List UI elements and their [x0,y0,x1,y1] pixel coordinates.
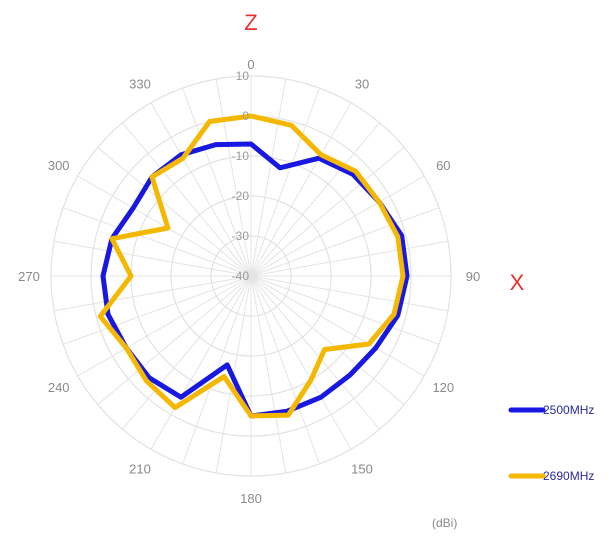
radial-tick-labels: 10 0 -10 -20 -30 -40 [232,69,250,283]
angle-tick-label: 180 [240,491,262,506]
grid-spoke [250,207,440,277]
angle-tick-label: 270 [18,269,40,284]
angle-tick-label: 120 [432,380,454,395]
grid-spoke [122,275,252,430]
angle-tick-label: 90 [466,269,480,284]
radial-tick-label: 0 [242,109,249,123]
grid-spoke [250,275,287,474]
radial-tick-label: 10 [236,69,250,83]
grid-spoke [250,78,287,277]
angle-tick-label: 330 [129,77,151,92]
grid-spoke [62,207,252,277]
axis-name-x: X [510,270,525,295]
grid-spoke [250,275,449,312]
grid-spoke [250,275,405,405]
grid-spoke [77,275,252,377]
series-layer [97,113,410,419]
grid-spoke [62,275,252,345]
grid-spoke [150,102,252,277]
grid-spoke [250,275,425,377]
grid-spoke [122,122,252,277]
grid-spoke [250,175,425,277]
grid-spoke [250,102,352,277]
angle-tick-label: 210 [129,461,151,476]
grid-spoke [97,147,252,277]
legend-label-2690mhz: 2690MHz [543,469,594,483]
legend-label-2500mhz: 2500MHz [543,403,594,417]
grid-spoke [250,275,352,450]
angular-grid [51,76,451,476]
grid-spoke [250,275,440,345]
grid-spoke [250,122,380,277]
radial-tick-label: -40 [232,269,250,283]
radial-tick-label: -30 [232,229,250,243]
grid-spoke [182,87,252,277]
angle-tick-label: 150 [351,461,373,476]
grid-spoke [215,78,252,277]
unit-label: (dBi) [432,516,457,530]
grid-spoke [250,275,380,430]
angle-tick-label: 300 [48,158,70,173]
grid-spoke [97,275,252,405]
grid-spoke [53,275,252,312]
grid-spoke [77,175,252,277]
grid-spoke [250,240,449,277]
angle-tick-label: 240 [48,380,70,395]
series-2690mhz [97,113,406,419]
radial-tick-label: -10 [232,149,250,163]
grid-spoke [150,275,252,450]
angle-tick-labels: 0 30 60 90 120 150 180 210 240 270 300 330 [18,57,480,506]
grid-spoke [250,87,320,277]
grid-spoke [250,147,405,277]
angle-tick-label: 60 [436,158,450,173]
angle-tick-label: 30 [355,77,369,92]
grid-spoke [250,275,320,465]
legend: 2500MHz 2690MHz [508,403,594,483]
axis-name-z: Z [244,10,257,35]
angle-tick-label: 0 [247,57,254,72]
grid-spoke [53,240,252,277]
radial-tick-label: -20 [232,189,250,203]
